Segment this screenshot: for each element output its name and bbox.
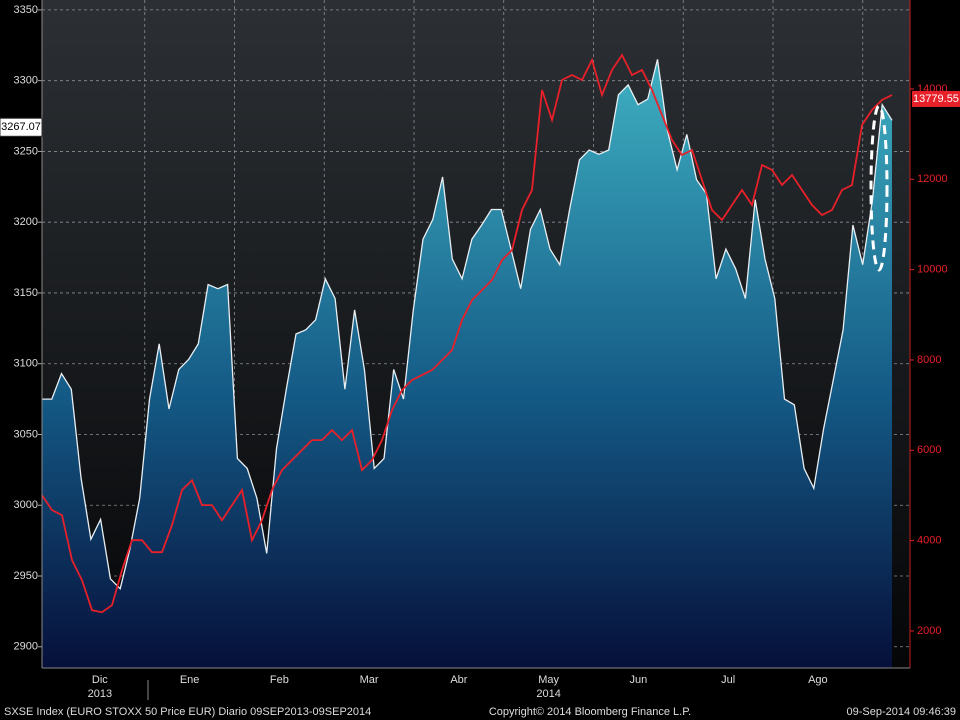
y-tick-label: 3200 bbox=[14, 216, 38, 228]
x-tick-label: Ago bbox=[808, 674, 828, 686]
y2-tick-label: 4000 bbox=[917, 535, 941, 547]
y-tick-label: 3100 bbox=[14, 358, 38, 370]
x-tick-label: May bbox=[538, 674, 559, 686]
y-tick-label: 3050 bbox=[14, 428, 38, 440]
x-group-label: 2013 bbox=[88, 688, 112, 700]
y2-tick-label: 10000 bbox=[917, 264, 948, 276]
last-value-box bbox=[912, 90, 960, 107]
footer-right: 09-Sep-2014 09:46:39 bbox=[847, 706, 956, 718]
y-tick-label: 3250 bbox=[14, 145, 38, 157]
footer-left: SXSE Index (EURO STOXX 50 Price EUR) Dia… bbox=[4, 706, 371, 718]
y-tick-label: 2950 bbox=[14, 570, 38, 582]
line bbox=[42, 59, 893, 590]
y-tick-label: 2900 bbox=[14, 641, 38, 653]
area bbox=[42, 59, 892, 668]
y2-tick-label: 12000 bbox=[917, 173, 948, 185]
x-group-label: 2014 bbox=[536, 688, 560, 700]
y2-tick-label: 6000 bbox=[917, 444, 941, 456]
line bbox=[41, 53, 893, 614]
x-tick-label: Jun bbox=[630, 674, 648, 686]
last-value-label: 13779.55 bbox=[913, 93, 959, 105]
footer-center: Copyright© 2014 Bloomberg Finance L.P. bbox=[489, 706, 691, 718]
x-tick-label: Mar bbox=[360, 674, 379, 686]
y-tick-label: 3300 bbox=[14, 75, 38, 87]
annotation-ellipse bbox=[869, 104, 889, 272]
x-tick-label: Jul bbox=[721, 674, 735, 686]
y-tick-label: 3150 bbox=[14, 287, 38, 299]
x-tick-label: Abr bbox=[450, 674, 467, 686]
x-tick-label: Ene bbox=[180, 674, 200, 686]
last-value-label: 3267.07 bbox=[1, 121, 41, 133]
last-value-box bbox=[0, 117, 43, 137]
y-tick-label: 3350 bbox=[14, 4, 38, 16]
x-tick-label: Dic bbox=[92, 674, 108, 686]
x-tick-label: Feb bbox=[270, 674, 289, 686]
y-tick-label: 3000 bbox=[14, 499, 38, 511]
y2-tick-label: 2000 bbox=[917, 625, 941, 637]
y2-tick-label: 8000 bbox=[917, 354, 941, 366]
